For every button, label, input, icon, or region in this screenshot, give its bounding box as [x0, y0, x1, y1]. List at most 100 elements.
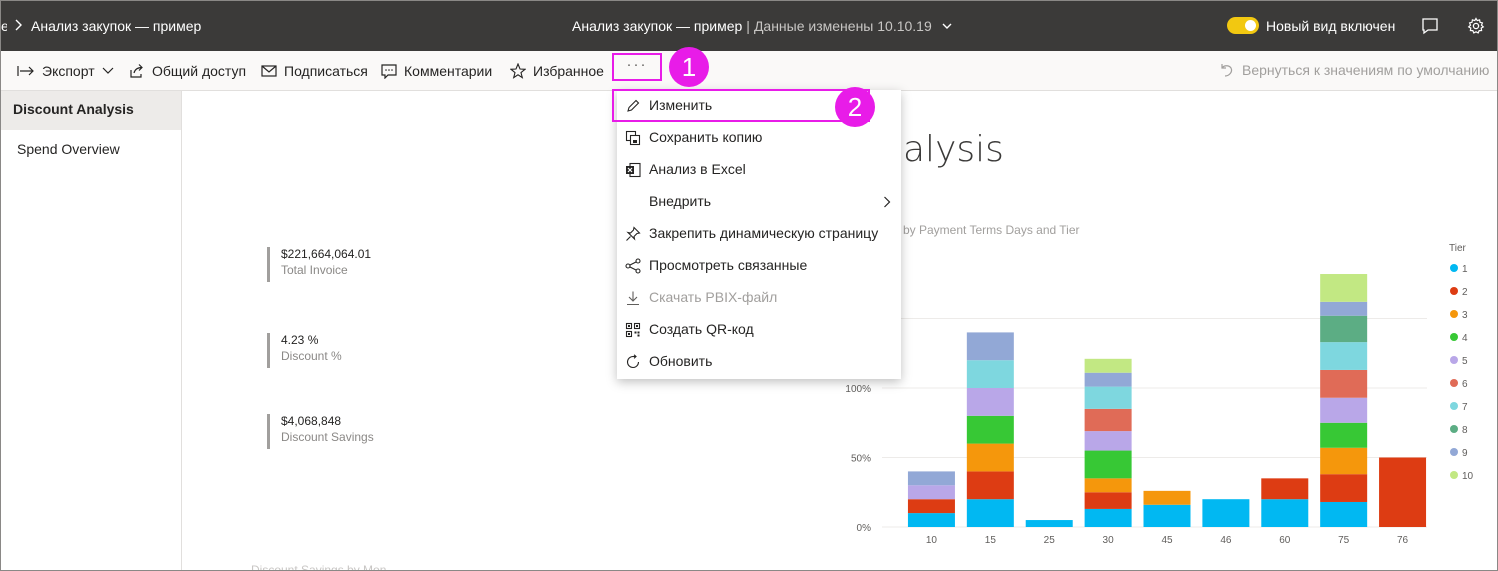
bar-segment: [1084, 431, 1132, 451]
gear-icon[interactable]: [1467, 17, 1485, 35]
bar-segment: [966, 471, 1014, 500]
bar-segment: [1261, 499, 1309, 527]
bar-segment: [907, 513, 955, 527]
kpi-card[interactable]: $221,664,064.01 Total Invoice: [267, 247, 371, 282]
share-label: Общий доступ: [152, 63, 247, 79]
legend-label: 6: [1462, 379, 1468, 390]
bar-segment: [1320, 369, 1368, 398]
menu-item-embed[interactable]: Внедрить: [617, 186, 901, 218]
reset-label: Вернуться к значениям по умолчанию: [1242, 62, 1490, 78]
menu-item-label: Создать QR-код: [649, 321, 754, 337]
bar-segment: [1320, 422, 1368, 448]
export-button[interactable]: Экспорт: [17, 62, 114, 80]
report-name: Анализ закупок — пример: [572, 18, 743, 34]
chevron-right-icon: [15, 19, 23, 34]
bar-segment: [1202, 499, 1250, 527]
subscribe-button[interactable]: Подписаться: [261, 62, 368, 80]
x-tick-label: 60: [1279, 535, 1291, 546]
save-copy-icon: [625, 130, 641, 146]
favorites-button[interactable]: Избранное: [510, 62, 604, 80]
x-tick-label: 10: [926, 535, 938, 546]
menu-item-pin-live-page[interactable]: Закрепить динамическую страницу: [617, 218, 901, 250]
page-tab-spend-overview[interactable]: Spend Overview: [17, 141, 120, 157]
kpi-card[interactable]: $4,068,848 Discount Savings: [267, 414, 374, 449]
bar-segment: [966, 499, 1014, 527]
share-icon: [130, 64, 143, 78]
menu-item-generate-qr[interactable]: Создать QR-код: [617, 314, 901, 346]
step-badge-2: 2: [835, 87, 875, 127]
comments-label: Комментарии: [404, 63, 493, 79]
bar-segment: [1320, 301, 1368, 316]
reset-to-default-button[interactable]: Вернуться к значениям по умолчанию: [1218, 62, 1489, 78]
bar-segment: [1261, 478, 1309, 500]
bar-segment: [1320, 474, 1368, 502]
bar-segment: [907, 485, 955, 500]
report-header[interactable]: Анализ закупок — пример | Данные изменен…: [572, 18, 953, 34]
breadcrumb-current[interactable]: Анализ закупок — пример: [31, 18, 202, 34]
kpi-value: 4.23 %: [281, 333, 319, 347]
bottom-visual-title: Discount Savings by Mon: [251, 563, 387, 571]
legend-label: 7: [1462, 402, 1468, 413]
x-tick-label: 30: [1103, 535, 1115, 546]
bar-segment: [1320, 397, 1368, 423]
modified-date: Данные изменены 10.10.19: [753, 18, 932, 34]
stacked-bar-chart[interactable]: 0%50%100%10 15 25 30 45 46 60 75 76Tier123456789…: [837, 239, 1477, 559]
legend-label: 2: [1462, 287, 1468, 298]
undo-icon: [1221, 64, 1233, 77]
menu-item-label: Просмотреть связанные: [649, 257, 808, 273]
page-tab-discount-analysis[interactable]: Discount Analysis: [1, 91, 181, 130]
pencil-icon: [627, 99, 640, 112]
comments-button[interactable]: Комментарии: [381, 62, 492, 80]
menu-item-label: Сохранить копию: [649, 129, 763, 145]
x-tick-label: 15: [985, 535, 997, 546]
menu-item-download-pbix[interactable]: Скачать PBIX-файл: [617, 282, 901, 314]
bar-segment: [1320, 315, 1368, 343]
menu-item-refresh[interactable]: Обновить: [617, 346, 901, 378]
bar-segment: [1084, 372, 1132, 387]
legend-marker: [1450, 402, 1458, 410]
kpi-label: Discount Savings: [281, 430, 374, 444]
bar-segment: [1084, 492, 1132, 509]
mail-icon: [261, 65, 277, 77]
kpi-value: $4,068,848: [281, 414, 342, 428]
bar-segment: [966, 443, 1014, 472]
more-options-menu: Изменить Сохранить копию Анализ в Excel …: [617, 90, 901, 379]
menu-item-label: Обновить: [649, 353, 713, 369]
comment-icon: [381, 63, 397, 79]
chat-icon[interactable]: [1421, 17, 1439, 35]
chart-subtitle: by Payment Terms Days and Tier: [903, 223, 1080, 237]
menu-item-edit[interactable]: Изменить: [617, 90, 901, 122]
menu-item-label: Закрепить динамическую страницу: [649, 225, 879, 241]
kpi-card[interactable]: 4.23 % Discount %: [267, 333, 342, 368]
x-tick-label: 76: [1397, 535, 1409, 546]
menu-item-analyze-excel[interactable]: Анализ в Excel: [617, 154, 901, 186]
x-tick-label: 45: [1161, 535, 1173, 546]
breadcrumb-parent[interactable]: e: [1, 18, 7, 34]
new-look-toggle[interactable]: [1227, 17, 1259, 34]
refresh-icon: [626, 354, 640, 369]
chevron-down-icon: [942, 23, 952, 29]
bar-segment: [907, 471, 955, 486]
menu-item-save-copy[interactable]: Сохранить копию: [617, 122, 901, 154]
x-tick-label: 25: [1044, 535, 1056, 546]
bar-segment: [1084, 408, 1132, 432]
export-icon: [17, 66, 34, 76]
new-look-label: Новый вид включен: [1266, 18, 1396, 34]
kpi-label: Discount %: [281, 349, 342, 363]
bar-segment: [1084, 386, 1132, 409]
export-label: Экспорт: [42, 63, 95, 79]
menu-item-view-related[interactable]: Просмотреть связанные: [617, 250, 901, 282]
more-options-button[interactable]: ···: [612, 53, 662, 81]
share-button[interactable]: Общий доступ: [129, 62, 246, 80]
legend-label: 8: [1462, 425, 1468, 436]
legend-label: 4: [1462, 333, 1468, 344]
legend-title: Tier: [1449, 243, 1467, 254]
kpi-label: Total Invoice: [281, 263, 348, 277]
legend-marker: [1450, 356, 1458, 364]
toggle-knob: [1245, 20, 1256, 31]
bar-segment: [1143, 504, 1191, 527]
legend-marker: [1450, 287, 1458, 295]
download-icon: [627, 291, 639, 306]
chevron-down-icon: [102, 67, 114, 74]
